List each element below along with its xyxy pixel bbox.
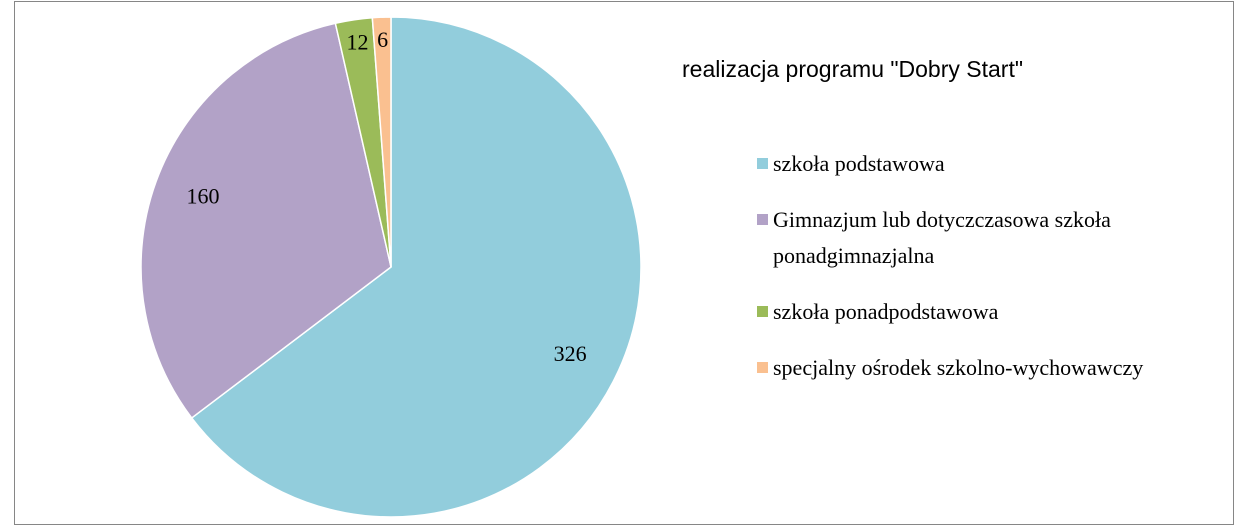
legend-item: szkoła podstawowa	[757, 146, 1217, 182]
legend-item: Gimnazjum lub dotyczczasowa szkoła ponad…	[757, 202, 1217, 274]
legend-swatch	[757, 306, 768, 317]
legend-swatch	[757, 362, 768, 373]
legend-label: szkoła ponadpodstawowa	[773, 299, 999, 324]
data-label: 160	[187, 184, 220, 209]
legend-label: szkoła podstawowa	[773, 151, 945, 176]
data-label: 6	[377, 27, 388, 52]
pie-slice	[371, 16, 392, 268]
pie-slice	[190, 16, 642, 518]
legend-label: specjalny ośrodek szkolno-wychowawczy	[773, 355, 1144, 380]
chart-title: realizacja programu "Dobry Start"	[682, 56, 1024, 82]
chart-frame	[14, 1, 1234, 525]
legend: szkoła podstawowa Gimnazjum lub dotyczcza…	[757, 146, 1217, 406]
legend-item: szkoła ponadpodstawowa	[757, 294, 1217, 330]
pie-slice	[140, 22, 392, 420]
legend-label: Gimnazjum lub dotyczczasowa szkoła ponad…	[773, 207, 1111, 268]
legend-swatch	[757, 158, 768, 169]
legend-swatch	[757, 214, 768, 225]
legend-item: specjalny ośrodek szkolno-wychowawczy	[757, 350, 1217, 386]
data-label: 326	[554, 341, 587, 366]
data-label: 12	[346, 30, 368, 55]
